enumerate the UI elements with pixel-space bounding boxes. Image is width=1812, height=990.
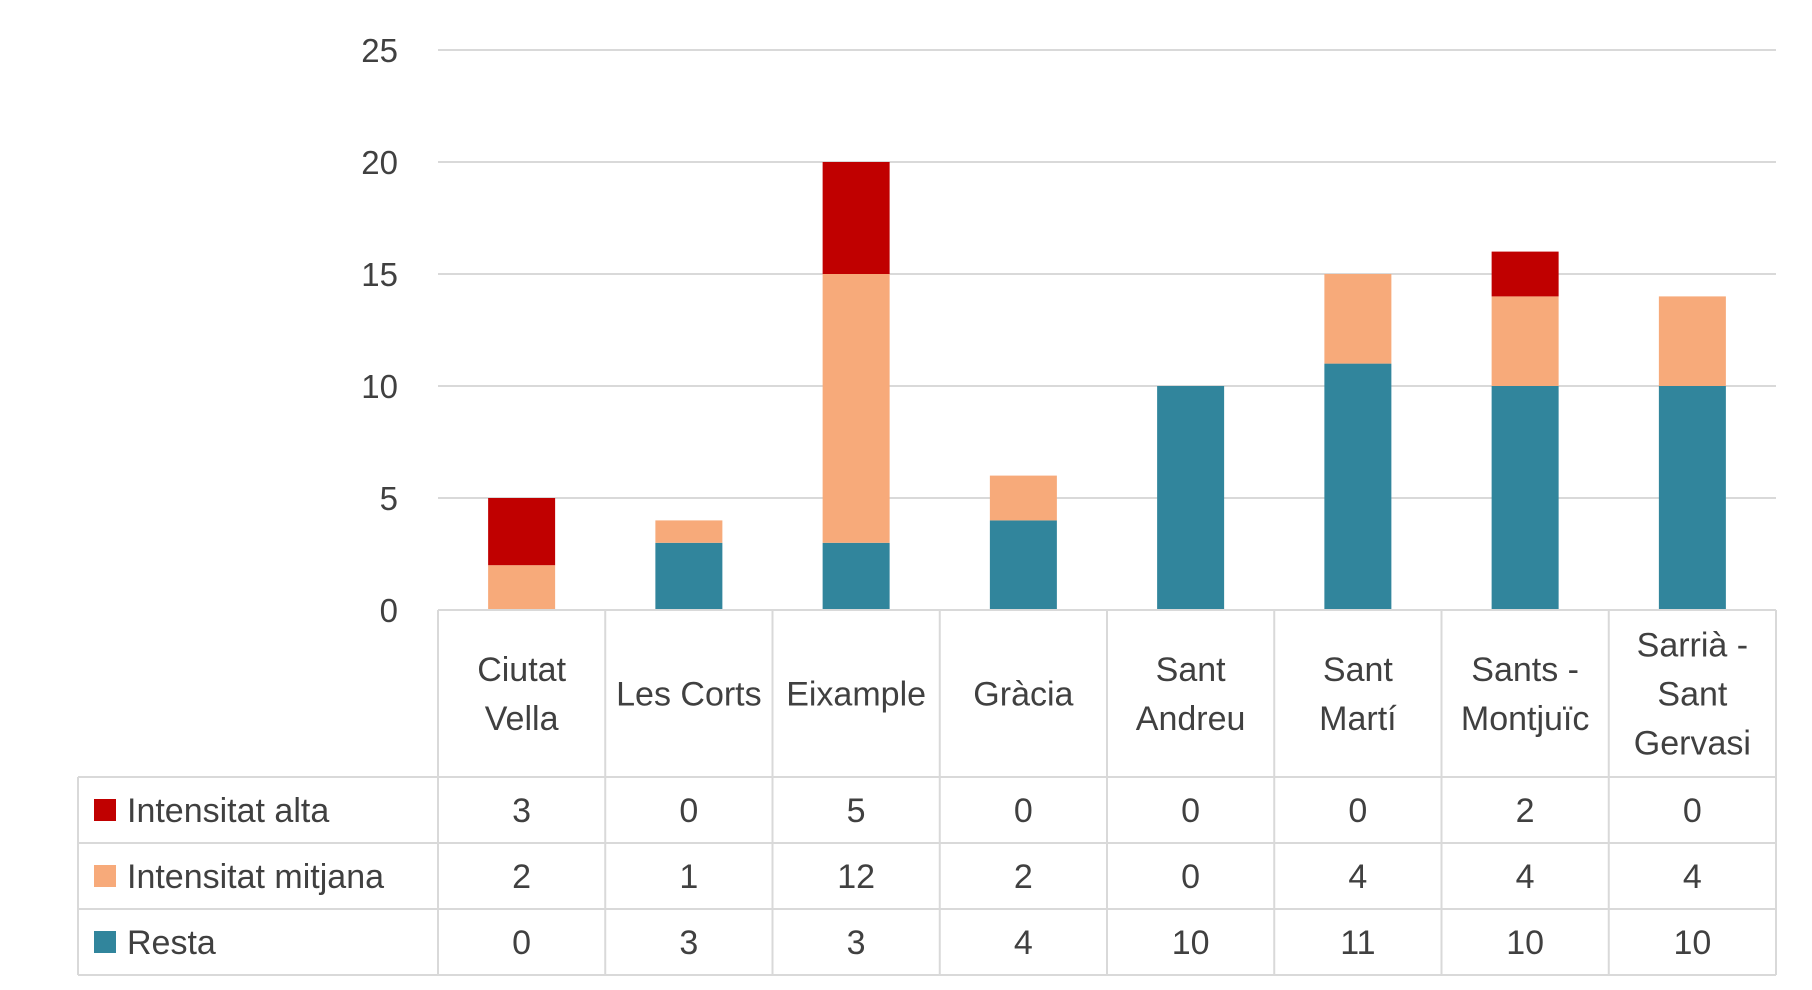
y-tick-label: 20 bbox=[361, 144, 398, 181]
table-cell-value: 4 bbox=[1348, 858, 1367, 896]
table-cell-value: 10 bbox=[1673, 924, 1711, 962]
bar-segment bbox=[1658, 386, 1726, 610]
legend-label: Intensitat mitjana bbox=[127, 858, 384, 896]
y-tick-label: 5 bbox=[380, 480, 398, 517]
bar-segment bbox=[655, 542, 723, 610]
bar-segment bbox=[989, 520, 1057, 610]
table-cell-value: 0 bbox=[1181, 792, 1200, 830]
category-label: Sant bbox=[1156, 651, 1226, 689]
bar-segment bbox=[488, 565, 556, 610]
table-cell-value: 11 bbox=[1340, 924, 1375, 962]
category-label: Eixample bbox=[786, 676, 926, 714]
bar-segment bbox=[822, 274, 890, 543]
table-cell-value: 0 bbox=[1181, 858, 1200, 896]
table-cell-value: 3 bbox=[847, 924, 866, 962]
table-cell-value: 1 bbox=[679, 858, 698, 896]
bar-segment bbox=[822, 162, 890, 274]
legend-label: Resta bbox=[127, 924, 216, 962]
table-cell-value: 10 bbox=[1506, 924, 1544, 962]
legend-label: Intensitat alta bbox=[127, 792, 329, 830]
table-cell-value: 2 bbox=[512, 858, 531, 896]
table-cell-value: 0 bbox=[1348, 792, 1367, 830]
table-cell-value: 4 bbox=[1683, 858, 1702, 896]
category-label: Montjuïc bbox=[1461, 700, 1590, 738]
bar-segment bbox=[655, 520, 723, 543]
bar-segment bbox=[1157, 386, 1225, 610]
bar-segment bbox=[989, 475, 1057, 521]
y-tick-label: 10 bbox=[361, 368, 398, 405]
category-label: Gervasi bbox=[1634, 725, 1751, 763]
bar-segment bbox=[488, 498, 556, 566]
bar-segment bbox=[1491, 386, 1559, 610]
category-label: Sants - bbox=[1471, 651, 1579, 689]
legend-key bbox=[94, 865, 116, 887]
category-label: Martí bbox=[1319, 700, 1397, 738]
category-label: Sant bbox=[1657, 676, 1727, 714]
table-cell-value: 2 bbox=[1516, 792, 1535, 830]
bar-segment bbox=[822, 542, 890, 610]
bar-segment bbox=[1491, 251, 1559, 297]
category-label: Vella bbox=[485, 700, 559, 738]
category-label: Ciutat bbox=[477, 651, 566, 689]
table-cell-value: 2 bbox=[1014, 858, 1033, 896]
bar-segment bbox=[1658, 296, 1726, 386]
table-cell-value: 5 bbox=[847, 792, 866, 830]
category-label: Les Corts bbox=[616, 676, 762, 714]
table-cell-value: 3 bbox=[512, 792, 531, 830]
legend-key bbox=[94, 931, 116, 953]
category-label: Sant bbox=[1323, 651, 1393, 689]
legend-key bbox=[94, 799, 116, 821]
y-tick-label: 25 bbox=[361, 32, 398, 69]
table-cell-value: 3 bbox=[679, 924, 698, 962]
y-tick-label: 0 bbox=[380, 592, 398, 629]
table-cell-value: 0 bbox=[679, 792, 698, 830]
category-label: Gràcia bbox=[973, 676, 1073, 714]
category-label: Andreu bbox=[1136, 700, 1246, 738]
table-cell-value: 12 bbox=[837, 858, 875, 896]
table-cell-value: 4 bbox=[1516, 858, 1535, 896]
y-tick-label: 15 bbox=[361, 256, 398, 293]
table-cell-value: 0 bbox=[1014, 792, 1033, 830]
table-cell-value: 0 bbox=[1683, 792, 1702, 830]
bar-segment bbox=[1491, 296, 1559, 386]
table-cell-value: 10 bbox=[1172, 924, 1210, 962]
bar-segment bbox=[1324, 274, 1392, 364]
bar-segment bbox=[1324, 363, 1392, 610]
table-cell-value: 4 bbox=[1014, 924, 1033, 962]
table-cell-value: 0 bbox=[512, 924, 531, 962]
category-label: Sarrià - bbox=[1637, 627, 1748, 665]
